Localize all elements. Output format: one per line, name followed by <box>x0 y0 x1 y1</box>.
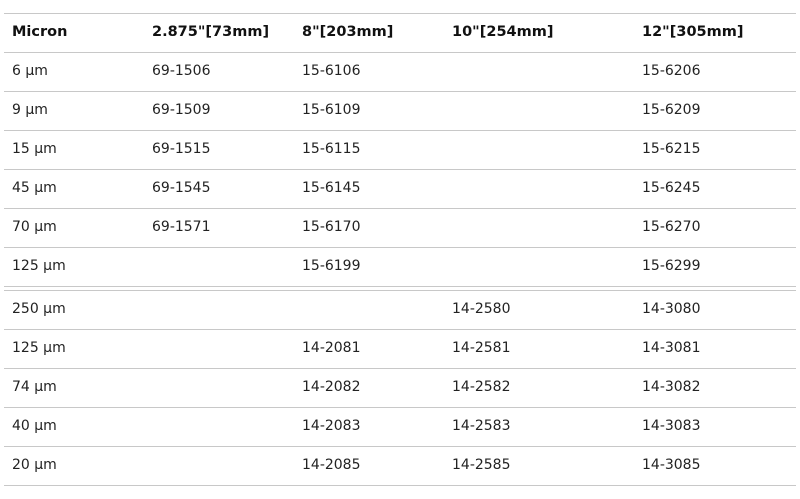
part-number-cell: 14-3083 <box>642 418 701 434</box>
part-number-cell: 15-6170 <box>302 219 361 235</box>
part-number-cell: 15-6115 <box>302 141 361 157</box>
header-203mm: 8"[203mm] <box>302 24 394 40</box>
part-number-cell: 14-3085 <box>642 457 701 473</box>
part-number-cell: 14-2583 <box>452 418 511 434</box>
part-number-cell: 14-2083 <box>302 418 361 434</box>
part-number-cell: 15-6199 <box>302 258 361 274</box>
part-number-cell: 15-6206 <box>642 63 701 79</box>
row-divider <box>4 13 796 14</box>
part-number-cell: 15-6299 <box>642 258 701 274</box>
table-header-row: Micron 2.875"[73mm] 8"[203mm] 10"[254mm]… <box>0 13 800 52</box>
table-row: 15 µm 69-1515 15-6115 15-6215 <box>0 130 800 169</box>
micron-cell: 15 µm <box>12 141 57 157</box>
micron-cell: 125 µm <box>12 258 66 274</box>
table-row: 45 µm 69-1545 15-6145 15-6245 <box>0 169 800 208</box>
micron-cell: 250 µm <box>12 301 66 317</box>
row-divider <box>4 91 796 92</box>
micron-cell: 45 µm <box>12 180 57 196</box>
row-divider <box>4 52 796 53</box>
micron-cell: 70 µm <box>12 219 57 235</box>
row-divider <box>4 368 796 369</box>
header-305mm: 12"[305mm] <box>642 24 744 40</box>
row-divider <box>4 290 796 291</box>
part-number-cell: 14-2582 <box>452 379 511 395</box>
part-number-cell: 14-2580 <box>452 301 511 317</box>
part-number-cell: 14-3080 <box>642 301 701 317</box>
row-divider <box>4 208 796 209</box>
table-row: 250 µm 14-2580 14-3080 <box>0 290 800 329</box>
part-number-cell: 15-6109 <box>302 102 361 118</box>
table-row: 70 µm 69-1571 15-6170 15-6270 <box>0 208 800 247</box>
row-divider <box>4 446 796 447</box>
part-number-cell: 15-6106 <box>302 63 361 79</box>
part-number-cell: 14-2081 <box>302 340 361 356</box>
part-number-cell: 14-2082 <box>302 379 361 395</box>
row-divider <box>4 407 796 408</box>
part-number-cell: 15-6215 <box>642 141 701 157</box>
micron-cell: 6 µm <box>12 63 48 79</box>
part-number-cell: 15-6270 <box>642 219 701 235</box>
table-row: 9 µm 69-1509 15-6109 15-6209 <box>0 91 800 130</box>
micron-cell: 20 µm <box>12 457 57 473</box>
part-number-cell: 14-3081 <box>642 340 701 356</box>
part-number-cell: 14-2085 <box>302 457 361 473</box>
part-number-cell: 15-6209 <box>642 102 701 118</box>
part-number-cell: 69-1506 <box>152 63 211 79</box>
table-row: 6 µm 69-1506 15-6106 15-6206 <box>0 52 800 91</box>
micron-cell: 40 µm <box>12 418 57 434</box>
header-micron: Micron <box>12 24 68 40</box>
micron-cell: 125 µm <box>12 340 66 356</box>
micron-cell: 9 µm <box>12 102 48 118</box>
table-row: 20 µm 14-2085 14-2585 14-3085 <box>0 446 800 485</box>
part-number-cell: 69-1571 <box>152 219 211 235</box>
part-number-cell: 15-6145 <box>302 180 361 196</box>
table-row: 125 µm 14-2081 14-2581 14-3081 <box>0 329 800 368</box>
row-divider <box>4 130 796 131</box>
table-row: 74 µm 14-2082 14-2582 14-3082 <box>0 368 800 407</box>
part-number-cell: 14-2585 <box>452 457 511 473</box>
part-number-cell: 69-1545 <box>152 180 211 196</box>
header-254mm: 10"[254mm] <box>452 24 554 40</box>
table-row: 40 µm 14-2083 14-2583 14-3083 <box>0 407 800 446</box>
part-number-cell: 14-2581 <box>452 340 511 356</box>
table-row: 125 µm 15-6199 15-6299 <box>0 247 800 286</box>
row-divider <box>4 247 796 248</box>
part-number-cell: 14-3082 <box>642 379 701 395</box>
micron-cell: 74 µm <box>12 379 57 395</box>
row-divider <box>4 169 796 170</box>
row-divider <box>4 286 796 287</box>
row-divider <box>4 485 796 486</box>
row-divider <box>4 329 796 330</box>
part-number-cell: 69-1509 <box>152 102 211 118</box>
header-73mm: 2.875"[73mm] <box>152 24 270 40</box>
part-number-cell: 69-1515 <box>152 141 211 157</box>
part-number-cell: 15-6245 <box>642 180 701 196</box>
